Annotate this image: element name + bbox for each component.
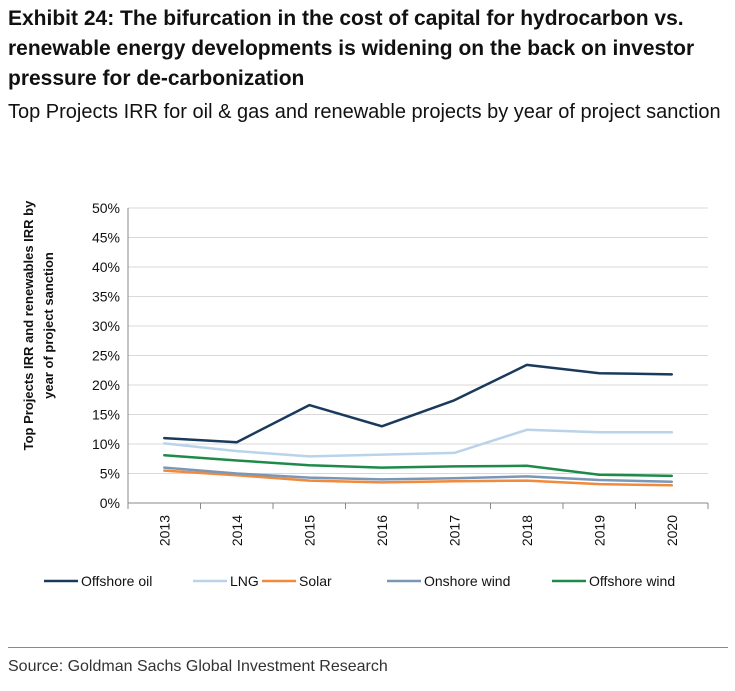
x-tick-label: 2017 <box>446 515 462 546</box>
y-tick-labels: 0% 5% 10% 15% 20% 25% 30% 35% 40% 45% 50% <box>92 200 120 511</box>
legend-label: LNG <box>230 573 259 589</box>
x-tick-label: 2018 <box>519 515 535 546</box>
series-line-solar <box>163 469 674 487</box>
line-chart: Top Projects IRR and renewables IRR by ye… <box>21 200 709 589</box>
y-tick-label: 35% <box>92 289 120 305</box>
y-tick-label: 10% <box>92 436 120 452</box>
x-tick-label: 2019 <box>591 515 607 546</box>
y-tick-label: 40% <box>92 259 120 275</box>
x-tick-label: 2016 <box>374 515 390 546</box>
chart-subtitle: Top Projects IRR for oil & gas and renew… <box>8 101 721 123</box>
x-tick-label: 2013 <box>156 515 172 546</box>
x-axis: 2013 2014 2015 2016 2017 2018 2019 2020 <box>127 503 709 546</box>
x-tick-label: 2015 <box>301 515 317 546</box>
y-tick-label: 5% <box>100 466 120 482</box>
y-tick-label: 30% <box>92 318 120 334</box>
y-tick-label: 20% <box>92 377 120 393</box>
y-axis-label-line-1: Top Projects IRR and renewables IRR by <box>21 200 36 450</box>
y-axis-label-line-2: year of project sanction <box>41 252 56 399</box>
x-tick-label: 2020 <box>664 515 680 546</box>
y-tick-label: 0% <box>100 495 120 511</box>
source-note: Source: Goldman Sachs Global Investment … <box>8 658 388 675</box>
series-line-lng <box>163 428 674 458</box>
legend-label: Onshore wind <box>424 573 510 589</box>
series-lines <box>163 363 674 487</box>
y-tick-label: 45% <box>92 230 120 246</box>
footer-divider <box>8 647 728 648</box>
x-tick-label: 2014 <box>229 515 245 546</box>
legend: Offshore oil LNG Solar Onshore wind Offshore… <box>44 573 675 589</box>
series-line-offshore-oil <box>163 363 674 444</box>
y-tick-label: 25% <box>92 348 120 364</box>
y-axis-label: Top Projects IRR and renewables IRR by ye… <box>21 200 56 450</box>
y-tick-label: 50% <box>92 200 120 216</box>
legend-label: Offshore oil <box>81 573 152 589</box>
chart-title: Exhibit 24: The bifurcation in the cost … <box>8 7 695 90</box>
legend-label: Solar <box>299 573 332 589</box>
y-tick-label: 15% <box>92 407 120 423</box>
series-line-onshore-wind <box>163 466 674 484</box>
legend-label: Offshore wind <box>589 573 675 589</box>
series-line-offshore-wind <box>163 453 674 478</box>
